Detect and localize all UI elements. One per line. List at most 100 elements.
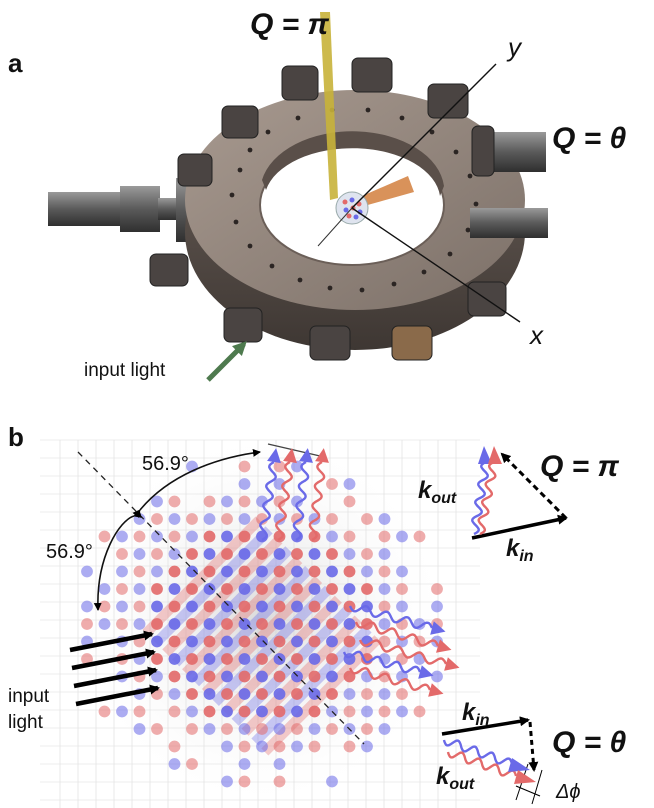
wave-top-2-head: [299, 448, 313, 463]
atom: [256, 583, 268, 595]
atom: [151, 723, 163, 735]
k-in-vector-theta: [441, 716, 530, 736]
atom: [81, 600, 93, 613]
wave-right-1-head: [436, 639, 452, 653]
atom: [168, 495, 181, 508]
atom: [378, 530, 391, 543]
axis-x-line: [351, 207, 521, 323]
atom: [326, 775, 338, 788]
atom: [203, 688, 216, 700]
atom: [238, 740, 251, 753]
q-pi-vector: [500, 452, 568, 520]
atom: [273, 758, 286, 770]
atom: [396, 583, 408, 595]
atom: [168, 565, 181, 578]
atom: [238, 775, 251, 788]
atom: [168, 530, 181, 543]
atom: [186, 705, 198, 718]
atom: [273, 618, 286, 630]
atom: [291, 705, 303, 718]
atom: [431, 600, 443, 613]
atom: [98, 583, 111, 595]
atom: [378, 565, 391, 578]
atom: [151, 565, 163, 578]
ports: [149, 57, 548, 361]
delta-phi-label: Δϕ: [555, 781, 581, 803]
q-theta-label-a: Q = θ: [552, 122, 627, 155]
q-pi-label-b: Q = π: [540, 450, 620, 483]
atom: [396, 688, 408, 700]
atom: [203, 705, 216, 718]
k-out-wave-theta: [442, 739, 514, 765]
atom: [168, 548, 181, 560]
atom: [378, 723, 391, 735]
atom: [168, 618, 181, 630]
atom: [256, 705, 268, 718]
scattered-waves-top: [259, 448, 329, 542]
input-light-arrows-b: [69, 630, 160, 707]
atom: [361, 583, 373, 595]
atom: [203, 600, 216, 613]
axis-z-line: [317, 207, 353, 247]
atom: [238, 600, 251, 613]
input-light-label-a: input light: [84, 360, 166, 381]
atom: [326, 600, 338, 613]
atom: [203, 565, 216, 578]
atom: [133, 705, 146, 718]
atom: [343, 478, 356, 490]
atom: [308, 635, 321, 648]
q-theta-vector: [528, 721, 539, 772]
scattered-waves-right: [342, 604, 460, 697]
atom: [168, 740, 181, 753]
atom: [186, 635, 198, 648]
wave-top-1-head: [283, 448, 297, 464]
atom: [186, 723, 198, 735]
atom: [151, 530, 163, 543]
atom: [308, 618, 321, 630]
atom: [203, 635, 216, 648]
atom: [343, 705, 356, 718]
k-out-head-theta-blue: [508, 758, 530, 772]
wave-top-1: [275, 460, 293, 542]
atom: [378, 705, 391, 718]
atom: [256, 635, 268, 648]
atom: [343, 635, 356, 648]
atom: [326, 513, 338, 525]
atom: [116, 618, 128, 630]
atom: [413, 530, 426, 543]
wave-top-3: [308, 460, 326, 542]
k-in-vector-pi: [471, 514, 568, 540]
atom: [256, 548, 268, 560]
atom: [273, 635, 286, 648]
atom: [168, 758, 181, 770]
q-pi-label-a: Q = π: [250, 8, 330, 41]
atom: [238, 530, 251, 543]
atom: [168, 653, 181, 665]
atom: [203, 670, 216, 683]
atom: [221, 565, 233, 578]
atom: [116, 705, 128, 718]
atom: [343, 548, 356, 560]
atom: [151, 495, 163, 508]
atom: [168, 688, 181, 700]
atom: [221, 618, 233, 630]
atom: [133, 548, 146, 560]
atom: [396, 600, 408, 613]
wave-top-3-head: [315, 448, 329, 463]
atom: [343, 530, 356, 543]
atom: [238, 670, 251, 683]
atom: [116, 548, 128, 560]
atom: [203, 495, 216, 508]
atom: [238, 548, 251, 560]
atom: [151, 548, 163, 560]
k-out-wave-pi: [471, 460, 489, 536]
atom: [326, 565, 338, 578]
atom: [238, 758, 251, 770]
atom: [326, 670, 338, 683]
atom: [326, 723, 338, 735]
atom: [168, 705, 181, 718]
atom: [343, 688, 356, 700]
atom: [326, 583, 338, 595]
atom: [291, 583, 303, 595]
atom: [291, 740, 303, 753]
